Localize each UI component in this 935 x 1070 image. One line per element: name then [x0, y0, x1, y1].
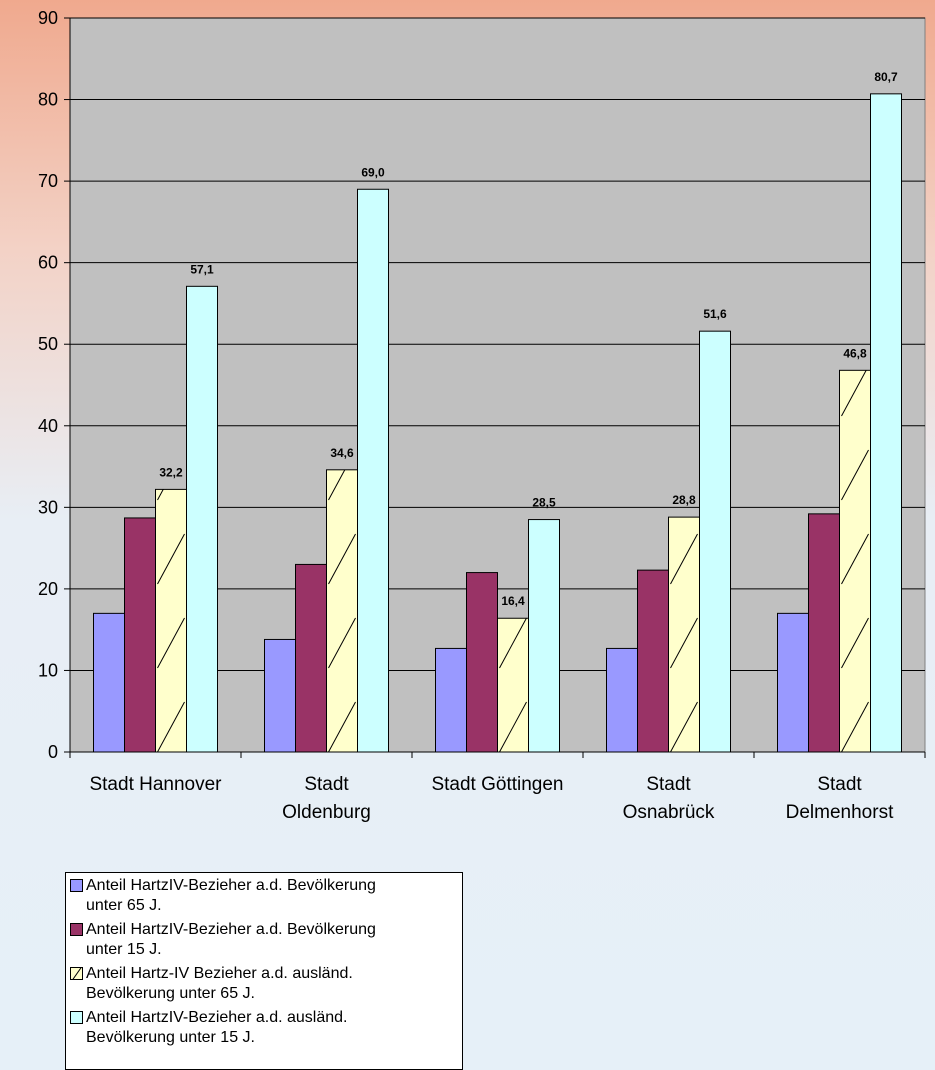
legend-label: Anteil Hartz-IV Bezieher a.d. ausländ.	[86, 965, 353, 982]
x-tick-label: Stadt Göttingen	[431, 774, 563, 795]
legend-item: Anteil HartzIV-Bezieher a.d. Bevölkerung…	[70, 876, 456, 916]
legend-item: Anteil HartzIV-Bezieher a.d. ausländ. Be…	[70, 1008, 456, 1048]
bar-hatch	[328, 469, 346, 501]
legend-swatch	[70, 923, 83, 936]
bar-hatch	[670, 701, 698, 752]
bar	[870, 93, 902, 753]
data-label: 28,5	[532, 496, 556, 510]
y-tick-label: 70	[38, 171, 58, 191]
legend-swatch	[70, 967, 83, 980]
bar-hatch	[157, 701, 185, 752]
bar	[668, 516, 700, 753]
y-tick-label: 90	[38, 8, 58, 28]
data-label: 80,7	[874, 70, 898, 84]
bar	[606, 647, 638, 753]
y-tick-label: 30	[38, 497, 58, 517]
y-tick-label: 60	[38, 253, 58, 273]
bar-hatch	[841, 533, 869, 585]
y-tick-label: 80	[38, 90, 58, 110]
legend-label: unter 65 J.	[86, 897, 162, 914]
legend-item: Anteil HartzIV-Bezieher a.d. Bevölkerung…	[70, 920, 456, 960]
bar	[839, 369, 871, 753]
bar	[466, 572, 498, 753]
legend: Anteil HartzIV-Bezieher a.d. Bevölkerung…	[65, 872, 463, 1070]
x-tick-label: Stadt	[817, 774, 862, 795]
bar-hatch	[328, 617, 356, 669]
bar-hatch	[157, 489, 164, 501]
x-tick-label: Stadt	[304, 774, 349, 795]
legend-label: Anteil HartzIV-Bezieher a.d. Bevölkerung	[86, 921, 376, 938]
bar-hatch	[328, 533, 356, 585]
bar-hatch	[499, 618, 527, 669]
bar	[155, 488, 187, 753]
x-tick-label: Stadt Hannover	[89, 774, 222, 795]
bar	[357, 188, 389, 753]
x-tick-label: Osnabrück	[623, 802, 715, 823]
legend-label: Anteil HartzIV-Bezieher a.d. Bevölkerung	[86, 877, 376, 894]
legend-label: Anteil HartzIV-Bezieher a.d. ausländ.	[86, 1009, 348, 1026]
bar-hatch	[841, 701, 869, 752]
data-label: 51,6	[703, 307, 727, 321]
x-tick-label: Delmenhorst	[786, 802, 894, 823]
legend-label: unter 15 J.	[86, 941, 162, 958]
bar-hatch	[670, 533, 698, 585]
bar	[497, 617, 529, 753]
y-tick-label: 10	[38, 660, 58, 680]
data-label: 69,0	[361, 165, 385, 179]
bar-hatch	[157, 617, 185, 669]
y-tick-label: 50	[38, 334, 58, 354]
data-label: 32,2	[159, 465, 183, 479]
data-label: 46,8	[843, 346, 867, 360]
bar-chart: 0 10 20 30 40 50 60 70 80 90 32,2 57,1 Stadt Hannove…	[38, 8, 926, 823]
bar-hatch	[841, 449, 869, 501]
data-label: 34,6	[330, 446, 354, 460]
bar	[186, 285, 218, 753]
bar	[326, 469, 358, 753]
data-label: 28,8	[672, 493, 696, 507]
bar-hatch	[499, 701, 527, 753]
bar-hatch	[670, 617, 698, 669]
bar	[808, 513, 840, 753]
y-tick-label: 40	[38, 416, 58, 436]
bar	[93, 612, 125, 753]
legend-item: Anteil Hartz-IV Bezieher a.d. ausländ. B…	[70, 964, 456, 1004]
bar	[124, 517, 156, 753]
bar	[528, 519, 560, 753]
bar	[699, 330, 731, 753]
bar-hatch	[328, 701, 356, 752]
x-tick-label: Oldenburg	[282, 802, 371, 823]
bar	[264, 638, 296, 753]
legend-label: Bevölkerung unter 65 J.	[86, 985, 255, 1002]
bar-hatch	[841, 617, 869, 669]
y-tick-label: 20	[38, 579, 58, 599]
bar	[777, 612, 809, 753]
bar	[295, 563, 327, 753]
legend-label: Bevölkerung unter 15 J.	[86, 1029, 255, 1046]
bar	[435, 647, 467, 753]
bar-hatch	[157, 533, 185, 585]
data-label: 16,4	[501, 594, 525, 608]
x-tick-label: Stadt	[646, 774, 691, 795]
data-label: 57,1	[190, 262, 214, 276]
legend-swatch	[70, 879, 83, 892]
bar-hatch	[841, 370, 867, 417]
bar	[637, 569, 669, 753]
legend-swatch	[70, 1011, 83, 1024]
y-tick-label: 0	[48, 742, 58, 762]
